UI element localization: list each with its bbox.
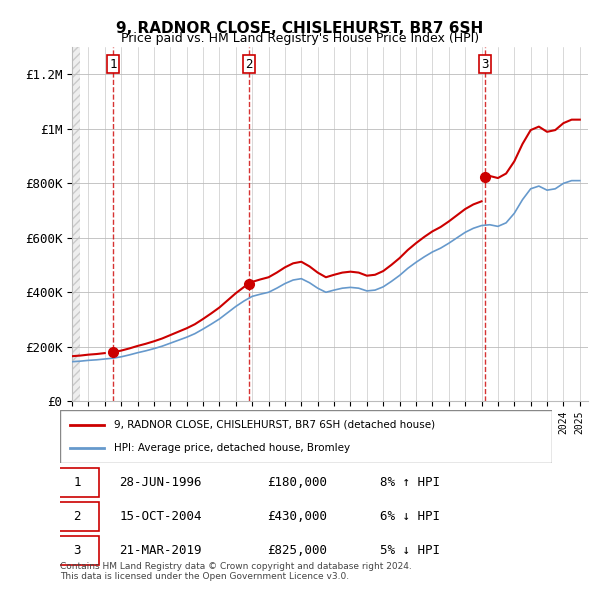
- Text: £180,000: £180,000: [266, 476, 326, 490]
- Text: £430,000: £430,000: [266, 510, 326, 523]
- Text: 1: 1: [109, 58, 116, 71]
- Text: 9, RADNOR CLOSE, CHISLEHURST, BR7 6SH (detached house): 9, RADNOR CLOSE, CHISLEHURST, BR7 6SH (d…: [114, 420, 435, 430]
- Text: 3: 3: [481, 58, 489, 71]
- Text: 6% ↓ HPI: 6% ↓ HPI: [380, 510, 440, 523]
- FancyBboxPatch shape: [55, 468, 100, 497]
- Text: 9, RADNOR CLOSE, CHISLEHURST, BR7 6SH: 9, RADNOR CLOSE, CHISLEHURST, BR7 6SH: [116, 21, 484, 35]
- Text: 28-JUN-1996: 28-JUN-1996: [119, 476, 202, 490]
- FancyBboxPatch shape: [55, 502, 100, 531]
- Text: 2: 2: [73, 510, 81, 523]
- Text: 2: 2: [245, 58, 253, 71]
- Text: 15-OCT-2004: 15-OCT-2004: [119, 510, 202, 523]
- Text: £825,000: £825,000: [266, 543, 326, 557]
- Text: Contains HM Land Registry data © Crown copyright and database right 2024.
This d: Contains HM Land Registry data © Crown c…: [60, 562, 412, 581]
- Text: HPI: Average price, detached house, Bromley: HPI: Average price, detached house, Brom…: [114, 443, 350, 453]
- Text: Price paid vs. HM Land Registry's House Price Index (HPI): Price paid vs. HM Land Registry's House …: [121, 32, 479, 45]
- Text: 21-MAR-2019: 21-MAR-2019: [119, 543, 202, 557]
- Text: 1: 1: [73, 476, 81, 490]
- FancyBboxPatch shape: [60, 410, 552, 463]
- Text: 3: 3: [73, 543, 81, 557]
- FancyBboxPatch shape: [55, 536, 100, 565]
- Text: 8% ↑ HPI: 8% ↑ HPI: [380, 476, 440, 490]
- Text: 5% ↓ HPI: 5% ↓ HPI: [380, 543, 440, 557]
